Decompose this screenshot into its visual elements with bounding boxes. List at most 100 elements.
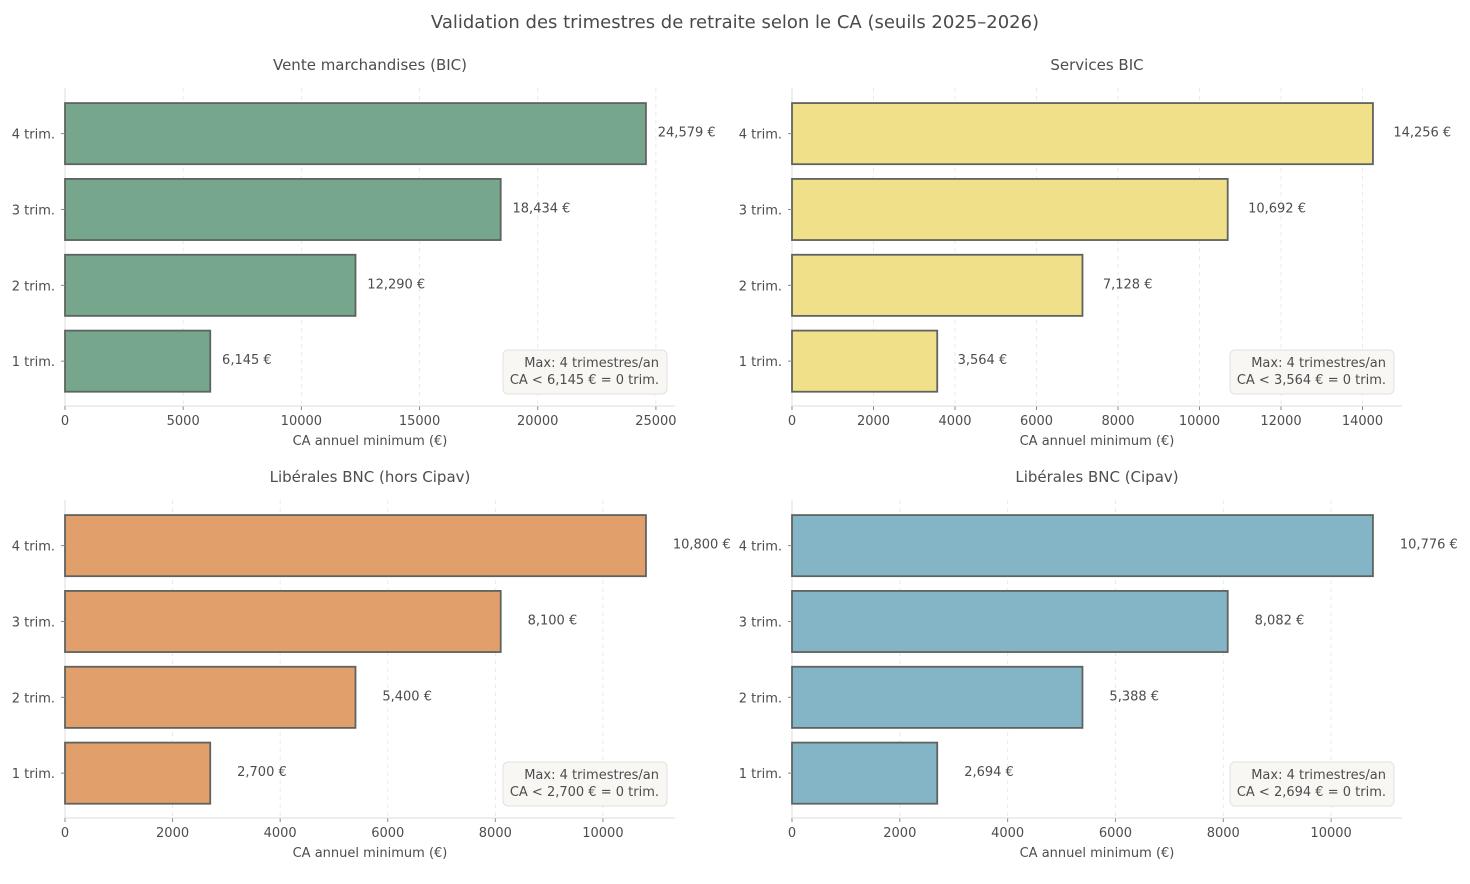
data-label: 18,434 € — [513, 201, 571, 216]
y-tick-label: 2 trim. — [12, 279, 55, 294]
annotation-box — [1229, 761, 1395, 807]
x-axis-label: CA annuel minimum (€) — [293, 846, 448, 861]
bar — [64, 102, 647, 166]
x-tick-label: 2000 — [156, 826, 189, 841]
x-tick-label: 0 — [788, 414, 796, 429]
bar — [791, 741, 939, 805]
annotation-text: CA < 2,700 € = 0 trim. — [510, 785, 659, 800]
data-label: 24,579 € — [658, 126, 716, 141]
y-tick-label: 2 trim. — [739, 279, 782, 294]
bar — [64, 178, 502, 241]
data-label: 2,694 € — [964, 765, 1014, 780]
y-tick-label: 4 trim. — [12, 128, 55, 143]
subplot: Libérales BNC (Cipav) 0 2000 4000 6000 8000 10… — [739, 468, 1458, 861]
y-tick-label: 1 trim. — [739, 355, 782, 370]
data-label: 5,388 € — [1109, 689, 1159, 704]
subplot-title: Libérales BNC (hors Cipav) — [270, 468, 471, 486]
y-tick-label: 1 trim. — [12, 355, 55, 370]
x-tick-label: 8000 — [1101, 414, 1134, 429]
bar — [64, 253, 357, 317]
bar — [791, 102, 1374, 166]
x-tick-label: 10000 — [281, 414, 322, 429]
bar — [64, 590, 502, 653]
y-tick-label: 1 trim. — [739, 767, 782, 782]
subplot-title: Vente marchandises (BIC) — [273, 56, 467, 74]
y-tick-label: 4 trim. — [739, 540, 782, 555]
data-label: 10,800 € — [673, 538, 731, 553]
bar — [64, 741, 212, 805]
x-tick-label: 15000 — [399, 414, 440, 429]
data-label: 10,776 € — [1400, 538, 1458, 553]
y-tick-label: 4 trim. — [739, 128, 782, 143]
x-tick-label: 0 — [788, 826, 796, 841]
x-tick-label: 20000 — [517, 414, 558, 429]
x-tick-label: 10000 — [1310, 826, 1351, 841]
x-tick-label: 5000 — [167, 414, 200, 429]
subplot-title: Libérales BNC (Cipav) — [1015, 468, 1178, 486]
y-tick-label: 2 trim. — [739, 691, 782, 706]
annotation-text: Max: 4 trimestres/an — [524, 768, 659, 783]
data-label: 14,256 € — [1393, 126, 1451, 141]
bar — [64, 665, 357, 729]
y-tick-label: 3 trim. — [12, 615, 55, 630]
subplot-title: Services BIC — [1050, 56, 1143, 74]
x-axis-label: CA annuel minimum (€) — [1020, 846, 1175, 861]
x-tick-label: 4000 — [264, 826, 297, 841]
bar — [791, 329, 939, 393]
bar — [791, 253, 1084, 317]
annotation-box — [1229, 349, 1395, 395]
data-label: 2,700 € — [237, 765, 287, 780]
x-tick-label: 2000 — [857, 414, 890, 429]
x-tick-label: 4000 — [991, 826, 1024, 841]
y-tick-label: 3 trim. — [739, 203, 782, 218]
figure-title: Validation des trimestres de retraite se… — [430, 12, 1040, 33]
subplot: Libérales BNC (hors Cipav) 0 2000 4000 6000 8… — [12, 468, 731, 861]
annotation-text: CA < 3,564 € = 0 trim. — [1237, 373, 1386, 388]
y-tick-label: 1 trim. — [12, 767, 55, 782]
x-tick-label: 25000 — [635, 414, 676, 429]
annotation-text: CA < 6,145 € = 0 trim. — [510, 373, 659, 388]
data-label: 6,145 € — [222, 353, 272, 368]
data-label: 8,100 € — [528, 613, 578, 628]
annotation-text: Max: 4 trimestres/an — [524, 356, 659, 371]
data-label: 5,400 € — [382, 689, 432, 704]
y-tick-label: 3 trim. — [739, 615, 782, 630]
data-label: 12,290 € — [367, 277, 425, 292]
data-label: 10,692 € — [1248, 201, 1306, 216]
y-tick-label: 2 trim. — [12, 691, 55, 706]
x-tick-label: 6000 — [1020, 414, 1053, 429]
subplot: Services BIC 0 2000 4000 6000 8000 10000 12000 1… — [739, 56, 1451, 449]
bar — [64, 329, 212, 393]
x-tick-label: 12000 — [1260, 414, 1301, 429]
x-tick-label: 0 — [61, 414, 69, 429]
data-label: 7,128 € — [1103, 277, 1153, 292]
x-tick-label: 2000 — [883, 826, 916, 841]
bar — [791, 590, 1229, 653]
x-tick-label: 10000 — [1179, 414, 1220, 429]
data-label: 3,564 € — [958, 353, 1008, 368]
x-axis-label: CA annuel minimum (€) — [293, 434, 448, 449]
x-axis-label: CA annuel minimum (€) — [1020, 434, 1175, 449]
x-tick-label: 0 — [61, 826, 69, 841]
annotation-box — [502, 349, 668, 395]
x-tick-label: 8000 — [1207, 826, 1240, 841]
bar — [791, 665, 1084, 729]
annotation-text: Max: 4 trimestres/an — [1251, 768, 1386, 783]
bar — [791, 178, 1229, 241]
data-label: 8,082 € — [1255, 613, 1305, 628]
y-tick-label: 4 trim. — [12, 540, 55, 555]
annotation-text: CA < 2,694 € = 0 trim. — [1237, 785, 1386, 800]
x-tick-label: 10000 — [582, 826, 623, 841]
x-tick-label: 4000 — [938, 414, 971, 429]
x-tick-label: 14000 — [1342, 414, 1383, 429]
subplot: Vente marchandises (BIC) 0 5000 10000 15000 2… — [12, 56, 716, 449]
bar — [64, 514, 647, 578]
x-tick-label: 8000 — [479, 826, 512, 841]
x-tick-label: 6000 — [1099, 826, 1132, 841]
x-tick-label: 6000 — [371, 826, 404, 841]
y-tick-label: 3 trim. — [12, 203, 55, 218]
annotation-box — [502, 761, 668, 807]
bar — [791, 514, 1374, 578]
